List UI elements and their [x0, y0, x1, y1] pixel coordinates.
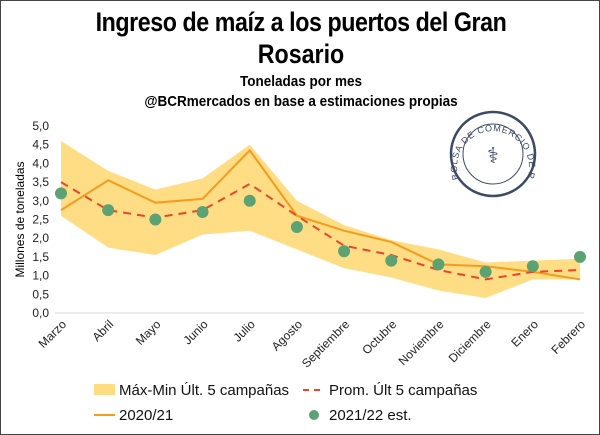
point-2021-22	[432, 258, 445, 271]
y-tick-label: 5,0	[32, 119, 49, 133]
logo-inner-ring	[462, 123, 524, 185]
x-tick-label: Junio	[180, 317, 210, 347]
point-2021-22	[243, 194, 256, 207]
y-tick-label: 2,5	[32, 213, 49, 227]
band-max-min	[61, 140, 580, 299]
x-tick-label: Diciembre	[446, 317, 494, 365]
x-tick-label: Septiembre	[299, 317, 353, 371]
x-tick-label: Abril	[89, 317, 116, 344]
y-tick-label: 3,5	[32, 175, 49, 189]
x-tick-label: Octubre	[359, 317, 399, 357]
x-tick-label: Febrero	[549, 317, 589, 357]
legend-swatch-2021-22	[309, 410, 319, 420]
y-tick-label: 1,5	[32, 250, 49, 264]
chart-title-line2: Rosario	[257, 39, 345, 69]
x-tick-label: Julio	[230, 317, 258, 345]
y-tick-label: 0,5	[32, 287, 49, 301]
point-2021-22	[338, 245, 351, 258]
y-tick-label: 2,0	[32, 231, 49, 245]
x-tick-label: Agosto	[269, 317, 306, 354]
point-2021-22	[479, 265, 492, 278]
point-2021-22	[102, 204, 115, 217]
legend-label-2021-22: 2021/22 est.	[329, 407, 412, 424]
point-2021-22	[55, 187, 67, 200]
legend-swatch-band	[94, 384, 115, 395]
y-axis-label: Millones de toneladas	[13, 161, 27, 277]
x-tick-label: Noviembre	[396, 317, 447, 368]
legend-label-2020-21: 2020/21	[119, 407, 173, 424]
y-tick-label: 1,0	[32, 269, 49, 283]
y-tick-label: 4,0	[32, 156, 49, 170]
y-tick-label: 3,0	[32, 194, 49, 208]
y-tick-label: 4,5	[32, 138, 49, 152]
point-2021-22	[574, 250, 586, 263]
point-2021-22	[290, 220, 303, 233]
chart-subtitle: Toneladas por mes	[239, 73, 363, 90]
legend-label-promedio: Prom. Últ 5 campañas	[329, 382, 477, 399]
legend-label-band: Máx-Min Últ. 5 campañas	[119, 382, 289, 399]
y-tick-label: 0,0	[32, 306, 49, 320]
caduceus-icon: ⚕	[487, 143, 499, 168]
x-tick-label: Marzo	[36, 317, 70, 351]
line-2020-21	[60, 148, 581, 281]
chart-source: @BCRmercados en base a estimaciones prop…	[144, 93, 458, 110]
point-2021-22	[526, 260, 539, 273]
point-2021-22	[385, 254, 398, 267]
point-2021-22	[149, 213, 162, 226]
chart-title: Ingreso de maíz a los puertos del Gran	[95, 7, 507, 37]
x-tick-label: Mayo	[133, 317, 164, 348]
x-tick-label: Enero	[508, 317, 541, 350]
point-2021-22	[196, 206, 209, 219]
chart-title-line1: Ingreso de maíz a los puertos del Gran	[43, 7, 559, 38]
